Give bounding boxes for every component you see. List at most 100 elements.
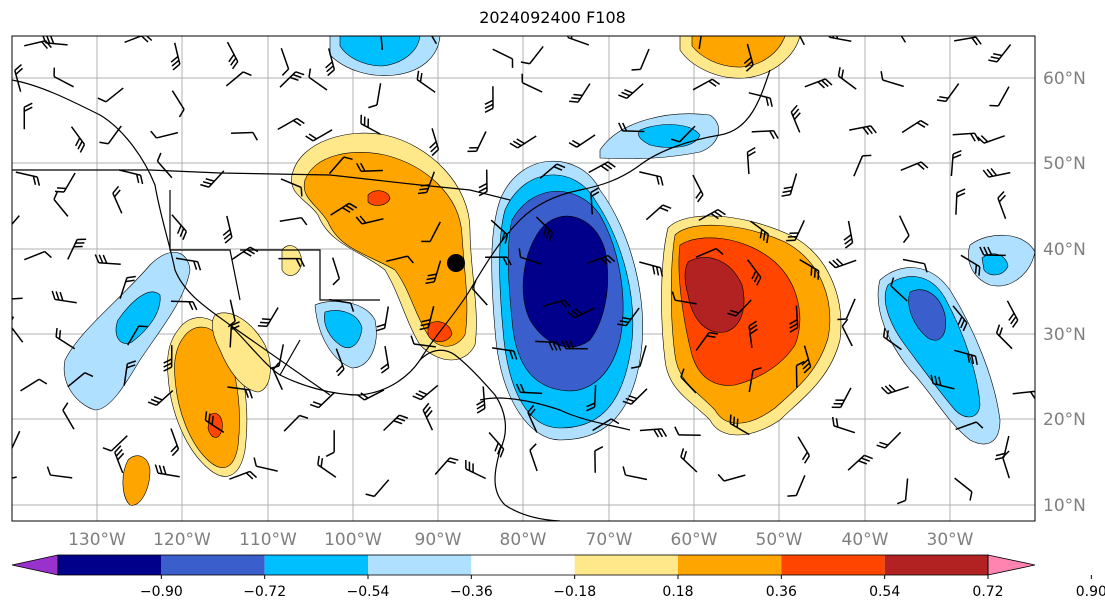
wind-barb (692, 174, 704, 203)
longitude-label: 80°W (500, 530, 547, 550)
latitude-label: 20°N (1043, 410, 1086, 430)
wind-barb (279, 216, 308, 226)
colorbar-segment (574, 555, 678, 575)
wind-barb (147, 390, 174, 407)
positive-anomaly-red-small (367, 190, 391, 206)
wind-barb (200, 170, 225, 188)
positive-anomaly-orange (303, 152, 468, 347)
wind-barb (790, 104, 801, 133)
wind-barb (280, 47, 290, 76)
wind-barb (520, 45, 544, 65)
wind-barb (781, 173, 798, 197)
wind-barb (356, 162, 383, 172)
wind-barb (826, 36, 852, 42)
wind-barb (375, 306, 390, 332)
wind-barb (119, 275, 136, 299)
wind-barb (586, 385, 597, 412)
wind-barb (12, 476, 17, 483)
wind-barb (950, 150, 962, 177)
longitude-label: 50°W (756, 530, 803, 550)
wind-barb (425, 260, 442, 285)
wind-barb (280, 178, 303, 197)
positive-anomaly-mexico (211, 312, 271, 393)
wind-barb (880, 71, 904, 88)
longitude-label: 70°W (586, 530, 633, 550)
wind-barb (170, 428, 180, 457)
wind-barb (51, 290, 77, 304)
wind-barb (154, 464, 180, 478)
longitude-label: 120°W (153, 530, 211, 550)
negative-anomaly-pac-blue (115, 291, 161, 344)
wind-barb (695, 247, 724, 258)
negative-anomaly-gulf-blue (324, 310, 363, 348)
colorbar (11, 554, 1036, 576)
latitude-label: 50°N (1043, 154, 1086, 174)
wind-barb (631, 48, 650, 71)
wind-barb (380, 345, 390, 374)
wind-barbs (12, 36, 1035, 505)
wind-barb (204, 411, 225, 434)
wind-barb (467, 131, 487, 153)
wind-barb (225, 71, 252, 87)
wind-barb (902, 258, 928, 273)
wind-barb (561, 340, 588, 350)
negative-anomaly-dark (522, 215, 608, 348)
colorbar-tick-label: 0.90 (1076, 584, 1105, 600)
longitude-label: 30°W (927, 530, 974, 550)
wind-barb (54, 172, 76, 193)
wind-barb (936, 83, 960, 103)
wind-barb (797, 436, 811, 464)
wind-barb (102, 435, 128, 452)
wind-barb (952, 305, 968, 332)
wind-barb (982, 167, 1011, 178)
wind-barb (831, 416, 856, 434)
negative-anomaly-east-blue (884, 276, 981, 418)
latitude-label: 40°N (1043, 240, 1086, 260)
wind-barb (24, 40, 52, 50)
wind-barb (952, 132, 980, 142)
colorbar-segment (368, 555, 472, 575)
wind-barb (876, 431, 902, 449)
wind-barb (831, 387, 852, 409)
wind-barb (828, 258, 857, 269)
latitude-label: 10°N (1043, 496, 1086, 516)
wind-barb (14, 63, 24, 92)
wind-barb (527, 404, 538, 433)
wind-barb (535, 340, 562, 351)
wind-barb (478, 169, 488, 197)
map-frame (11, 35, 1036, 522)
wind-barb (539, 163, 566, 179)
wind-barb (674, 426, 701, 436)
wind-barb (841, 318, 853, 347)
wind-barb (328, 298, 355, 312)
wind-barb (62, 402, 75, 430)
longitude-label: 110°W (239, 530, 297, 550)
wind-barb (23, 102, 33, 130)
longitude-label: 130°W (68, 530, 126, 550)
wind-barb (789, 305, 799, 333)
wind-barb (67, 372, 94, 388)
wind-barb (509, 135, 537, 149)
negative-anomaly-labrador-blue (638, 124, 701, 148)
wind-barb (119, 169, 144, 185)
positive-anomaly-pac-red (207, 412, 223, 438)
wind-barb (617, 307, 640, 327)
colorbar-extend-low (11, 554, 59, 576)
longitude-label: 60°W (671, 530, 718, 550)
wind-barb (787, 475, 806, 497)
wind-barb (70, 126, 86, 153)
wind-barb (717, 473, 746, 482)
wind-barb (490, 219, 509, 244)
wind-barb (156, 152, 173, 179)
colorbar-segment (58, 555, 162, 575)
wind-barb (692, 78, 721, 91)
wind-barb (163, 345, 173, 372)
wind-barb (222, 215, 233, 244)
wind-barb (485, 256, 512, 266)
latitude-label: 30°N (1043, 325, 1086, 345)
longitude-label: 40°W (842, 530, 889, 550)
wind-barb (542, 299, 571, 309)
wind-barb (1006, 300, 1019, 328)
wind-barb (954, 477, 973, 501)
